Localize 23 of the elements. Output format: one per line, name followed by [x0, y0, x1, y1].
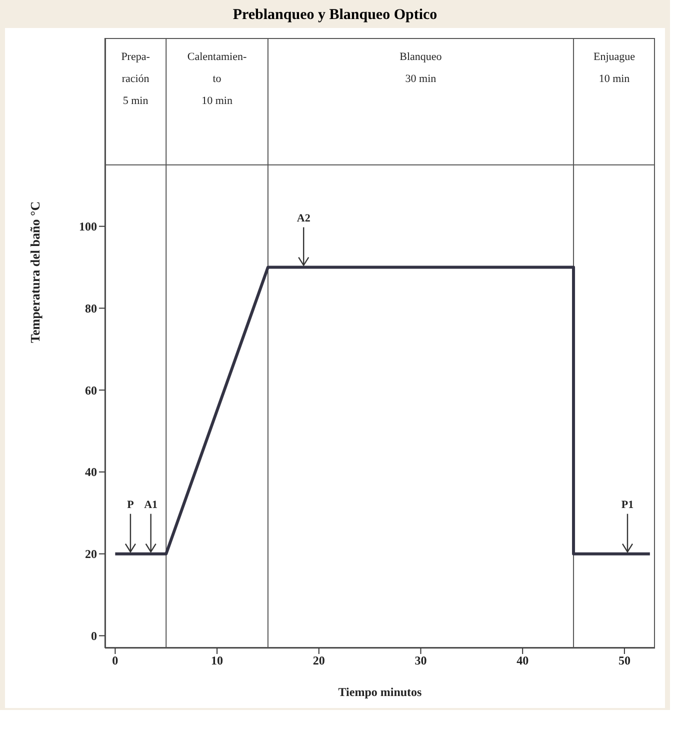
y-tick-label: 0: [91, 628, 97, 643]
x-tick-label: 0: [112, 654, 118, 668]
x-tick-label: 40: [516, 654, 529, 668]
annotation: Calentamien- to 10 min: [187, 51, 247, 107]
annotation: Blanqueo 30 min: [400, 51, 442, 85]
annotation: A2: [296, 212, 311, 224]
annotation: Enjuague 10 min: [593, 51, 636, 85]
x-axis-title: Tiempo minutos: [338, 685, 422, 699]
y-axis-title: Temperatura del baño °C: [28, 201, 43, 343]
y-tick-label: 60: [85, 383, 97, 398]
y-tick-label: 80: [85, 301, 97, 316]
annotation: A1: [144, 498, 158, 511]
annotation: P: [127, 498, 134, 511]
annotation: P1: [621, 498, 634, 511]
y-tick-label: 20: [85, 547, 97, 562]
x-tick-label: 10: [211, 654, 224, 668]
x-tick-label: 50: [618, 654, 630, 668]
annotation: Prepa- ración 5 min: [121, 51, 150, 107]
y-tick-label: 100: [79, 220, 97, 234]
y-tick-label: 40: [85, 465, 97, 480]
chart-title: Preblanqueo y Blanqueo Optico: [232, 6, 438, 25]
x-tick-label: 30: [414, 654, 427, 668]
x-tick-label: 20: [312, 654, 325, 668]
